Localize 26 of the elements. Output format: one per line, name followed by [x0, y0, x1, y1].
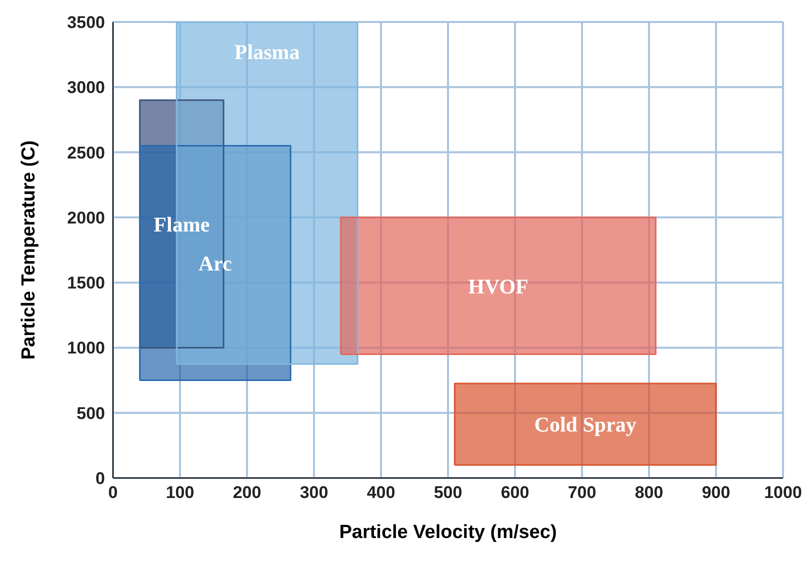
series-label: Cold Spray	[534, 412, 637, 437]
series-label: Arc	[198, 251, 232, 276]
series-label: Flame	[154, 212, 210, 236]
x-tick-label: 600	[500, 483, 530, 502]
x-axis-title: Particle Velocity (m/sec)	[339, 522, 557, 543]
y-tick-label: 2000	[67, 208, 105, 228]
x-tick-label: 1000	[764, 483, 802, 502]
series-label: Plasma	[234, 40, 300, 64]
y-tick-label: 2500	[67, 143, 105, 162]
x-tick-label: 200	[232, 483, 262, 502]
x-tick-label: 500	[434, 483, 462, 502]
y-axis-title: Particle Temperature (C)	[18, 140, 40, 360]
y-tick-label: 3000	[67, 78, 105, 98]
y-tick-label: 1000	[67, 338, 105, 358]
y-tick-label: 500	[76, 404, 105, 423]
x-tick-label: 900	[702, 483, 730, 502]
x-tick-label: 800	[634, 483, 664, 502]
y-tick-label: 3500	[67, 13, 105, 32]
y-tick-label: 0	[96, 469, 105, 488]
series-label: HVOF	[468, 274, 528, 298]
x-tick-label: 400	[366, 483, 396, 502]
x-tick-label: 300	[300, 483, 328, 502]
x-tick-label: 0	[108, 483, 118, 502]
x-tick-label: 100	[166, 483, 194, 502]
y-tick-label: 1500	[67, 274, 105, 293]
x-tick-label: 700	[568, 483, 596, 502]
